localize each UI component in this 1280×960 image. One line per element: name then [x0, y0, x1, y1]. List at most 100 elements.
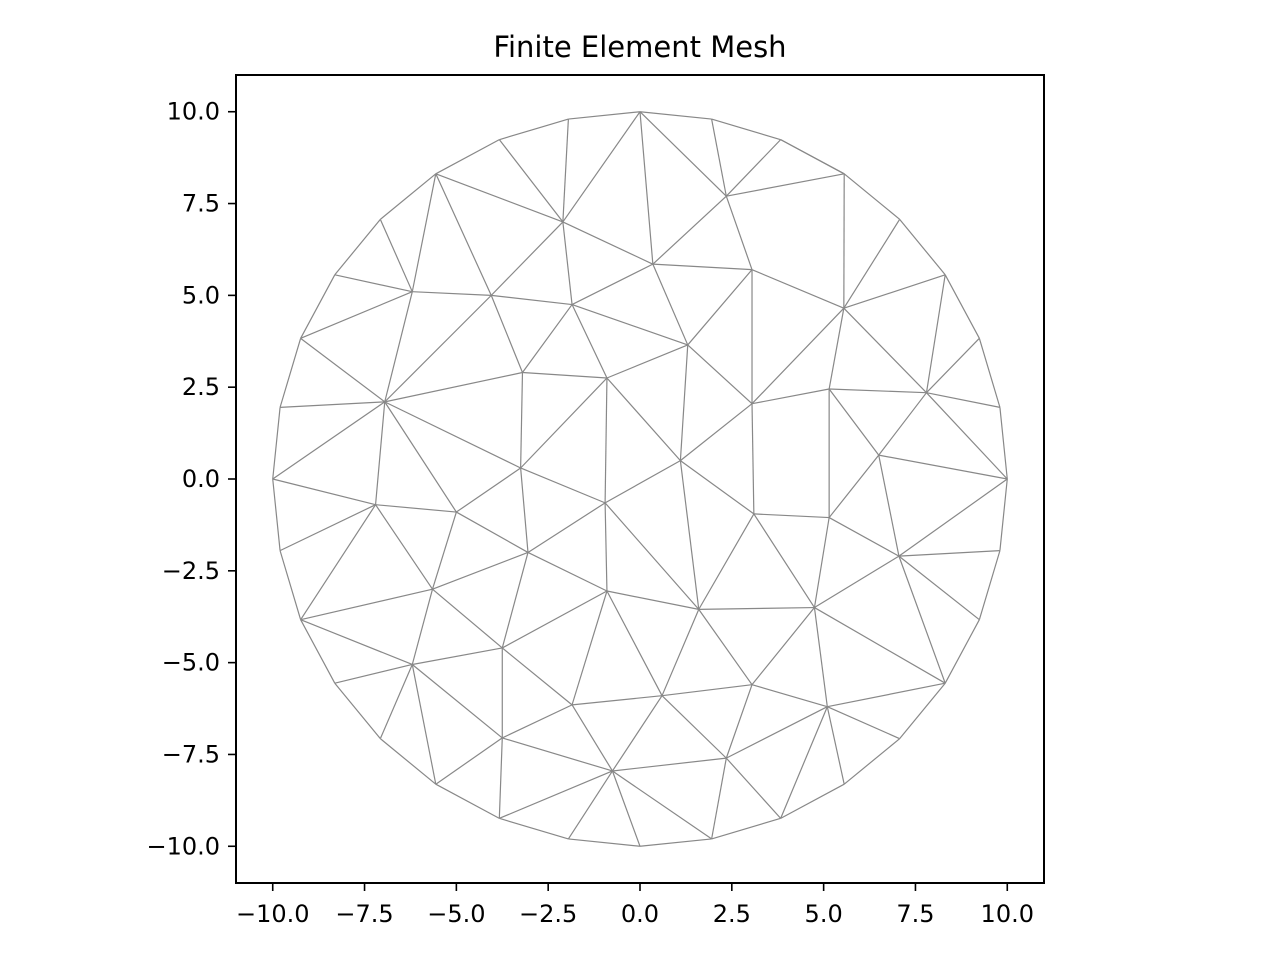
mesh-edge [725, 684, 753, 759]
mesh-edge [499, 118, 569, 141]
x-tick-label: −10.0 [236, 900, 310, 928]
mesh-edge [899, 682, 946, 740]
mesh-edge [725, 139, 782, 197]
y-tick-label: 5.0 [182, 281, 220, 309]
mesh-edge [711, 118, 727, 197]
mesh-edge [300, 588, 433, 621]
mesh-edge [814, 555, 900, 609]
chart-title: Finite Element Mesh [493, 30, 786, 64]
x-tick-label: −5.0 [427, 900, 485, 928]
mesh-edge [639, 111, 727, 197]
mesh-edge [612, 757, 727, 772]
mesh-edge [711, 817, 781, 840]
mesh-edge [502, 737, 613, 772]
mesh-edge [499, 817, 569, 840]
mesh-edge [606, 590, 663, 696]
mesh-edge [828, 454, 880, 518]
mesh-edge [698, 513, 755, 610]
mesh-edge [680, 403, 753, 462]
mesh-edge [751, 607, 815, 686]
mesh-edge [435, 783, 500, 819]
mesh-edge [571, 590, 608, 706]
mesh-edge [826, 706, 845, 785]
mesh-edge [813, 607, 828, 707]
mesh-edge [978, 338, 1001, 408]
mesh-edge [661, 695, 727, 759]
mesh-edge [432, 588, 503, 649]
mesh-edge [661, 609, 700, 696]
mesh-edge [604, 502, 700, 610]
mesh-edge [384, 371, 523, 403]
mesh-edge [878, 454, 1008, 480]
mesh-edge [520, 372, 524, 468]
mesh-edge [491, 294, 573, 306]
mesh-edge [828, 517, 900, 557]
mesh-edge [334, 218, 381, 276]
mesh-edge [571, 695, 663, 706]
mesh-edge [828, 308, 845, 390]
mesh-edge [680, 460, 755, 515]
mesh-edge [944, 619, 980, 684]
mesh-edge [827, 682, 946, 708]
mesh-edge [604, 377, 608, 503]
mesh-edge [300, 619, 336, 684]
x-tick-label: 7.5 [896, 900, 934, 928]
mesh-edge [827, 706, 900, 740]
mesh-edge [898, 478, 1008, 557]
mesh-edge [562, 221, 654, 265]
y-tick-label: −7.5 [162, 740, 220, 768]
mesh-edge [843, 307, 927, 394]
mesh-edge [711, 758, 727, 840]
mesh-edge [272, 407, 281, 480]
mesh-edge [520, 467, 606, 504]
mesh-edge [571, 704, 613, 772]
mesh-edge [379, 173, 437, 220]
mesh-edge [751, 269, 845, 309]
mesh-edge [604, 460, 681, 504]
mesh-edge [300, 619, 413, 666]
mesh-edge [384, 294, 492, 403]
mesh-edge [612, 770, 712, 840]
y-tick-label: −5.0 [162, 649, 220, 677]
mesh-edge [899, 218, 946, 276]
mesh-edge [375, 504, 433, 590]
mesh-edge [606, 344, 688, 379]
plot-frame [235, 74, 1045, 884]
mesh-edge [843, 738, 901, 785]
mesh-edge [435, 139, 500, 175]
x-tick-label: 5.0 [805, 900, 843, 928]
mesh-edge [501, 552, 529, 649]
mesh-edge [567, 770, 613, 840]
mesh-edge [527, 551, 608, 592]
mesh-edge [652, 263, 753, 271]
mesh-layer [272, 111, 1008, 847]
mesh-edge [687, 344, 753, 405]
mesh-edge [843, 173, 901, 220]
mesh-edge [571, 304, 608, 379]
mesh-edge [522, 371, 607, 379]
mesh-edge [978, 550, 1001, 620]
mesh-edge [501, 647, 573, 706]
mesh-edge [726, 706, 828, 759]
mesh-edge [698, 606, 815, 610]
y-tick-label: −10.0 [146, 832, 220, 860]
mesh-edge [435, 737, 503, 785]
mesh-edge [334, 274, 413, 293]
mesh-edge [725, 196, 753, 270]
mesh-edge [562, 111, 641, 223]
mesh-edge [780, 783, 845, 819]
mesh-edge [502, 704, 573, 739]
mesh-edge [698, 609, 753, 686]
mesh-edge [926, 392, 1008, 480]
mesh-edge [571, 263, 654, 306]
mesh-edge [379, 219, 413, 292]
mesh-edge [843, 274, 946, 309]
y-tick-label: 2.5 [182, 373, 220, 401]
mesh-edge [300, 291, 413, 339]
mesh-edge [300, 274, 336, 339]
mesh-edge [726, 173, 845, 197]
mesh-edge [926, 337, 980, 394]
x-tick-label: −2.5 [519, 900, 577, 928]
mesh-edge [753, 513, 830, 519]
mesh-edge [568, 111, 641, 120]
